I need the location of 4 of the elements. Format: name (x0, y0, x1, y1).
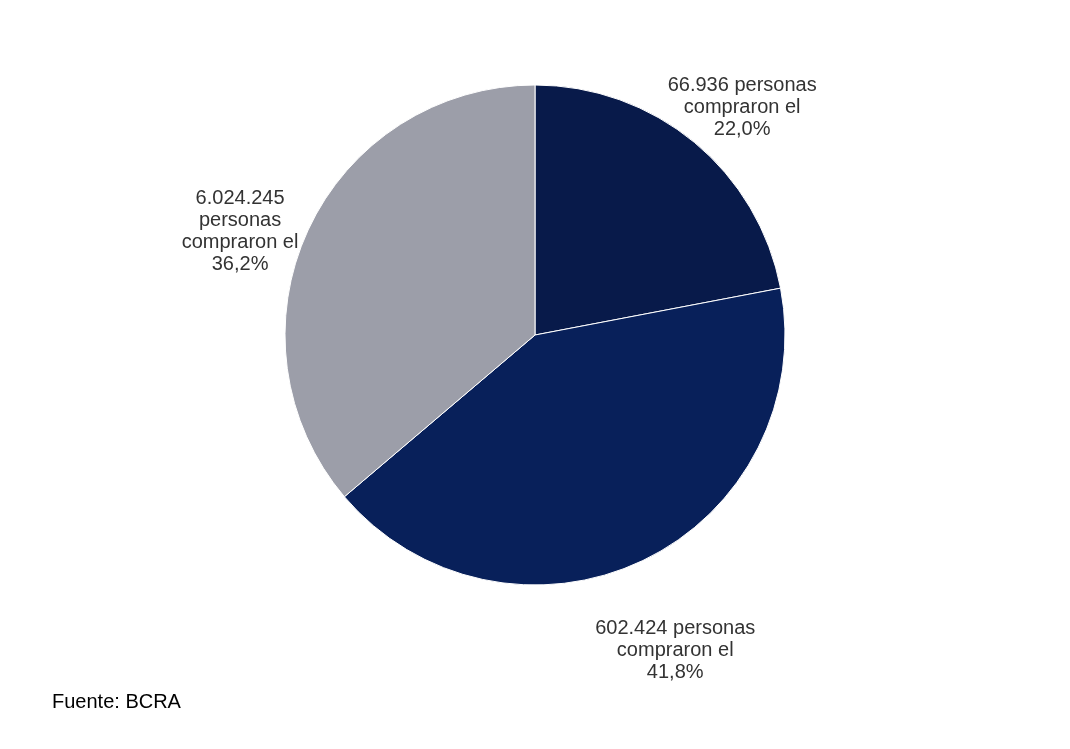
source-note: Fuente: BCRA (52, 690, 182, 712)
slice-label: 66.936 personas compraron el 22,0% (667, 72, 817, 139)
slice-label: 6.024.245 personas compraron el 36,2% (181, 186, 299, 275)
slice-label: 602.424 personas compraron el 41,8% (595, 616, 756, 683)
